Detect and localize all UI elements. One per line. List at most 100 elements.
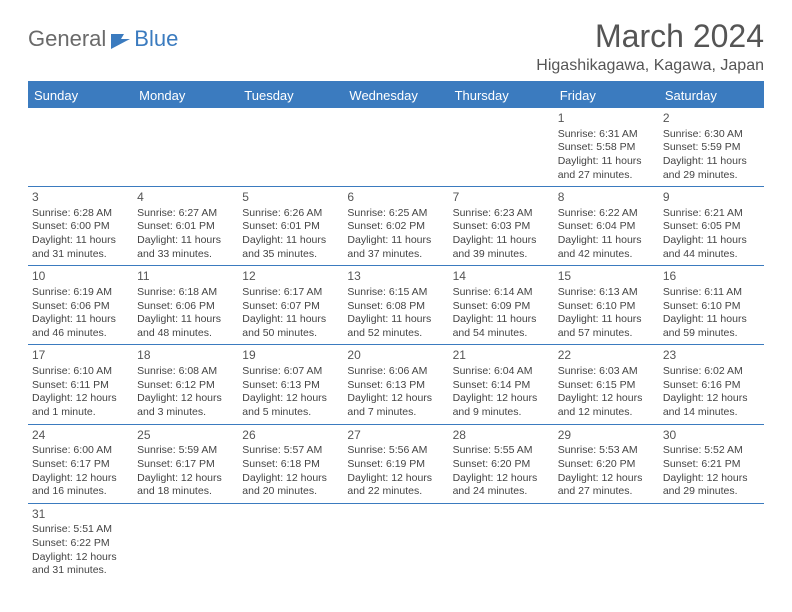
sunset-text: Sunset: 6:20 PM bbox=[558, 458, 655, 472]
daylight-text: Daylight: 12 hours bbox=[347, 392, 444, 406]
daylight-text: Daylight: 12 hours bbox=[137, 392, 234, 406]
sunset-text: Sunset: 6:02 PM bbox=[347, 220, 444, 234]
page-title: March 2024 bbox=[536, 18, 764, 55]
logo-text-blue: Blue bbox=[134, 26, 178, 52]
daylight-text: Daylight: 11 hours bbox=[137, 234, 234, 248]
day-number: 23 bbox=[663, 348, 760, 364]
calendar-day-cell bbox=[659, 503, 764, 582]
sunrise-text: Sunrise: 6:28 AM bbox=[32, 207, 129, 221]
weekday-header: Thursday bbox=[449, 83, 554, 108]
day-number: 4 bbox=[137, 190, 234, 206]
sunset-text: Sunset: 6:11 PM bbox=[32, 379, 129, 393]
daylight-text: and 16 minutes. bbox=[32, 485, 129, 499]
location-subtitle: Higashikagawa, Kagawa, Japan bbox=[536, 57, 764, 75]
sunset-text: Sunset: 6:07 PM bbox=[242, 300, 339, 314]
daylight-text: and 59 minutes. bbox=[663, 327, 760, 341]
daylight-text: Daylight: 11 hours bbox=[663, 234, 760, 248]
daylight-text: Daylight: 11 hours bbox=[32, 234, 129, 248]
sunset-text: Sunset: 6:20 PM bbox=[453, 458, 550, 472]
day-number: 17 bbox=[32, 348, 129, 364]
sunrise-text: Sunrise: 6:18 AM bbox=[137, 286, 234, 300]
daylight-text: Daylight: 11 hours bbox=[663, 313, 760, 327]
daylight-text: and 31 minutes. bbox=[32, 564, 129, 578]
sunrise-text: Sunrise: 6:25 AM bbox=[347, 207, 444, 221]
daylight-text: and 18 minutes. bbox=[137, 485, 234, 499]
sunrise-text: Sunrise: 5:59 AM bbox=[137, 444, 234, 458]
sunrise-text: Sunrise: 6:11 AM bbox=[663, 286, 760, 300]
daylight-text: and 29 minutes. bbox=[663, 169, 760, 183]
sunset-text: Sunset: 6:08 PM bbox=[347, 300, 444, 314]
logo: General Blue bbox=[28, 26, 178, 52]
sunset-text: Sunset: 6:13 PM bbox=[347, 379, 444, 393]
day-number: 25 bbox=[137, 428, 234, 444]
daylight-text: Daylight: 12 hours bbox=[558, 472, 655, 486]
calendar-day-cell: 12Sunrise: 6:17 AMSunset: 6:07 PMDayligh… bbox=[238, 266, 343, 345]
calendar-day-cell bbox=[238, 108, 343, 187]
sunset-text: Sunset: 6:09 PM bbox=[453, 300, 550, 314]
sunrise-text: Sunrise: 6:21 AM bbox=[663, 207, 760, 221]
day-number: 26 bbox=[242, 428, 339, 444]
weekday-header: Tuesday bbox=[238, 83, 343, 108]
sunset-text: Sunset: 6:00 PM bbox=[32, 220, 129, 234]
sunset-text: Sunset: 6:13 PM bbox=[242, 379, 339, 393]
day-number: 10 bbox=[32, 269, 129, 285]
calendar-day-cell: 3Sunrise: 6:28 AMSunset: 6:00 PMDaylight… bbox=[28, 187, 133, 266]
daylight-text: Daylight: 12 hours bbox=[663, 392, 760, 406]
calendar-day-cell: 24Sunrise: 6:00 AMSunset: 6:17 PMDayligh… bbox=[28, 424, 133, 503]
weekday-header: Wednesday bbox=[343, 83, 448, 108]
day-number: 22 bbox=[558, 348, 655, 364]
day-number: 20 bbox=[347, 348, 444, 364]
sunrise-text: Sunrise: 5:55 AM bbox=[453, 444, 550, 458]
calendar-day-cell bbox=[449, 108, 554, 187]
sunrise-text: Sunrise: 5:53 AM bbox=[558, 444, 655, 458]
sunrise-text: Sunrise: 6:10 AM bbox=[32, 365, 129, 379]
calendar-day-cell bbox=[133, 503, 238, 582]
logo-text-general: General bbox=[28, 26, 106, 52]
sunrise-text: Sunrise: 6:26 AM bbox=[242, 207, 339, 221]
sunset-text: Sunset: 6:01 PM bbox=[242, 220, 339, 234]
daylight-text: Daylight: 11 hours bbox=[32, 313, 129, 327]
calendar-week-row: 1Sunrise: 6:31 AMSunset: 5:58 PMDaylight… bbox=[28, 108, 764, 187]
sunset-text: Sunset: 6:22 PM bbox=[32, 537, 129, 551]
day-number: 18 bbox=[137, 348, 234, 364]
day-number: 29 bbox=[558, 428, 655, 444]
sunset-text: Sunset: 6:06 PM bbox=[32, 300, 129, 314]
calendar-day-cell: 1Sunrise: 6:31 AMSunset: 5:58 PMDaylight… bbox=[554, 108, 659, 187]
calendar-day-cell bbox=[28, 108, 133, 187]
daylight-text: Daylight: 12 hours bbox=[137, 472, 234, 486]
calendar-week-row: 10Sunrise: 6:19 AMSunset: 6:06 PMDayligh… bbox=[28, 266, 764, 345]
daylight-text: Daylight: 12 hours bbox=[558, 392, 655, 406]
day-number: 8 bbox=[558, 190, 655, 206]
daylight-text: and 33 minutes. bbox=[137, 248, 234, 262]
calendar-day-cell: 17Sunrise: 6:10 AMSunset: 6:11 PMDayligh… bbox=[28, 345, 133, 424]
calendar-day-cell: 7Sunrise: 6:23 AMSunset: 6:03 PMDaylight… bbox=[449, 187, 554, 266]
daylight-text: and 37 minutes. bbox=[347, 248, 444, 262]
sunrise-text: Sunrise: 5:56 AM bbox=[347, 444, 444, 458]
day-number: 28 bbox=[453, 428, 550, 444]
daylight-text: and 44 minutes. bbox=[663, 248, 760, 262]
daylight-text: and 50 minutes. bbox=[242, 327, 339, 341]
daylight-text: Daylight: 12 hours bbox=[242, 392, 339, 406]
daylight-text: and 1 minute. bbox=[32, 406, 129, 420]
calendar-day-cell bbox=[238, 503, 343, 582]
daylight-text: Daylight: 12 hours bbox=[453, 392, 550, 406]
sunrise-text: Sunrise: 6:27 AM bbox=[137, 207, 234, 221]
calendar-day-cell: 10Sunrise: 6:19 AMSunset: 6:06 PMDayligh… bbox=[28, 266, 133, 345]
calendar-day-cell: 4Sunrise: 6:27 AMSunset: 6:01 PMDaylight… bbox=[133, 187, 238, 266]
sunset-text: Sunset: 6:15 PM bbox=[558, 379, 655, 393]
weekday-header: Monday bbox=[133, 83, 238, 108]
sunrise-text: Sunrise: 6:31 AM bbox=[558, 128, 655, 142]
calendar-day-cell: 13Sunrise: 6:15 AMSunset: 6:08 PMDayligh… bbox=[343, 266, 448, 345]
daylight-text: Daylight: 12 hours bbox=[453, 472, 550, 486]
day-number: 16 bbox=[663, 269, 760, 285]
sunset-text: Sunset: 5:58 PM bbox=[558, 141, 655, 155]
daylight-text: Daylight: 12 hours bbox=[347, 472, 444, 486]
daylight-text: and 46 minutes. bbox=[32, 327, 129, 341]
sunrise-text: Sunrise: 6:22 AM bbox=[558, 207, 655, 221]
daylight-text: Daylight: 12 hours bbox=[32, 392, 129, 406]
daylight-text: Daylight: 11 hours bbox=[347, 313, 444, 327]
calendar-day-cell bbox=[449, 503, 554, 582]
daylight-text: and 27 minutes. bbox=[558, 169, 655, 183]
calendar-day-cell: 5Sunrise: 6:26 AMSunset: 6:01 PMDaylight… bbox=[238, 187, 343, 266]
sunset-text: Sunset: 6:19 PM bbox=[347, 458, 444, 472]
